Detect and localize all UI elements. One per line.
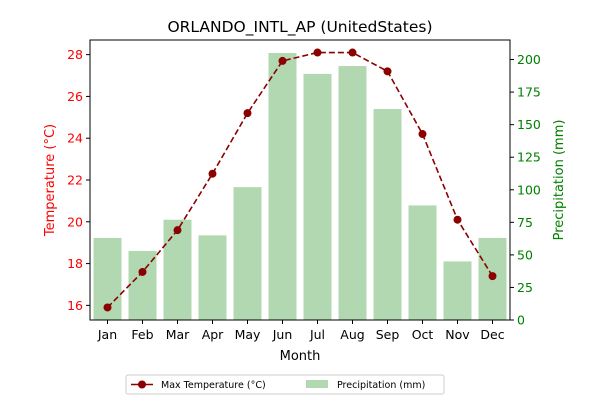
x-tick-label-jun: Jun bbox=[272, 327, 293, 342]
x-axis: Jan Feb Mar Apr May Jun Jul Aug Sep Oct Nov Dec bbox=[97, 320, 505, 342]
temp-point-jul bbox=[313, 48, 322, 57]
precip-bar-sep bbox=[373, 109, 402, 321]
precip-bar-may bbox=[233, 187, 262, 320]
right-tick-label-0: 0 bbox=[517, 313, 525, 328]
left-tick-label-20: 20 bbox=[67, 214, 83, 229]
precip-bar-jul bbox=[303, 73, 332, 320]
temp-point-oct bbox=[418, 130, 427, 139]
temp-point-apr bbox=[208, 169, 217, 178]
left-tick-label-28: 28 bbox=[67, 47, 83, 62]
left-tick-label-22: 22 bbox=[67, 173, 83, 188]
x-tick-label-may: May bbox=[235, 327, 261, 342]
precip-bar-aug bbox=[338, 66, 367, 320]
x-tick-label-dec: Dec bbox=[480, 327, 504, 342]
x-tick-label-mar: Mar bbox=[166, 327, 190, 342]
legend: Max Temperature (°C) Precipitation (mm) bbox=[125, 374, 445, 395]
x-tick-label-oct: Oct bbox=[412, 327, 434, 342]
x-axis-label: Month bbox=[280, 349, 321, 364]
right-axis-label: Precipitation (mm) bbox=[552, 120, 567, 241]
x-tick-label-nov: Nov bbox=[445, 327, 470, 342]
temp-point-dec bbox=[488, 272, 497, 281]
temp-point-sep bbox=[383, 67, 392, 76]
temp-point-feb bbox=[138, 267, 147, 276]
temp-point-nov bbox=[453, 215, 462, 224]
chart-title: ORLANDO_INTL_AP (UnitedStates) bbox=[167, 18, 432, 37]
x-tick-label-feb: Feb bbox=[131, 327, 153, 342]
x-tick-label-aug: Aug bbox=[340, 327, 364, 342]
temp-point-may bbox=[243, 109, 252, 118]
x-tick-label-jul: Jul bbox=[309, 327, 325, 342]
right-tick-label-150: 150 bbox=[517, 117, 541, 132]
left-y-axis: 16 18 20 22 24 26 28 bbox=[67, 47, 90, 313]
left-tick-label-16: 16 bbox=[67, 298, 83, 313]
temp-point-jun bbox=[278, 56, 287, 65]
legend-bar-swatch bbox=[306, 380, 328, 388]
x-tick-label-apr: Apr bbox=[202, 327, 224, 342]
precip-bar-jun bbox=[268, 53, 297, 321]
precip-bar-oct bbox=[408, 205, 437, 320]
left-tick-label-18: 18 bbox=[67, 256, 83, 271]
right-tick-label-100: 100 bbox=[517, 182, 541, 197]
temp-point-aug bbox=[348, 48, 357, 57]
left-tick-label-26: 26 bbox=[67, 89, 83, 104]
right-tick-label-175: 175 bbox=[517, 85, 541, 100]
x-tick-label-jan: Jan bbox=[97, 327, 117, 342]
legend-label-precipitation: Precipitation (mm) bbox=[337, 380, 425, 391]
precip-bar-nov bbox=[443, 261, 472, 320]
left-tick-label-24: 24 bbox=[67, 131, 83, 146]
left-axis-label: Temperature (°C) bbox=[43, 124, 58, 237]
temp-point-mar bbox=[173, 226, 182, 235]
right-tick-label-50: 50 bbox=[517, 247, 533, 262]
right-tick-label-200: 200 bbox=[517, 52, 541, 67]
legend-line-marker bbox=[138, 380, 146, 389]
legend-label-temperature: Max Temperature (°C) bbox=[161, 380, 266, 391]
precip-bar-mar bbox=[163, 219, 192, 320]
temperature-line-path bbox=[106, 51, 494, 309]
precipitation-bars bbox=[93, 53, 507, 321]
temp-point-jan bbox=[103, 303, 112, 312]
legend-box bbox=[125, 374, 445, 395]
right-tick-label-75: 75 bbox=[517, 215, 533, 230]
temperature-line bbox=[103, 48, 497, 312]
precip-bar-apr bbox=[198, 235, 227, 320]
right-tick-label-25: 25 bbox=[517, 280, 533, 295]
x-tick-label-sep: Sep bbox=[376, 327, 400, 342]
precip-bar-feb bbox=[128, 250, 157, 320]
right-tick-label-125: 125 bbox=[517, 150, 541, 165]
right-y-axis: 0 25 50 75 100 125 150 175 200 bbox=[510, 52, 541, 328]
